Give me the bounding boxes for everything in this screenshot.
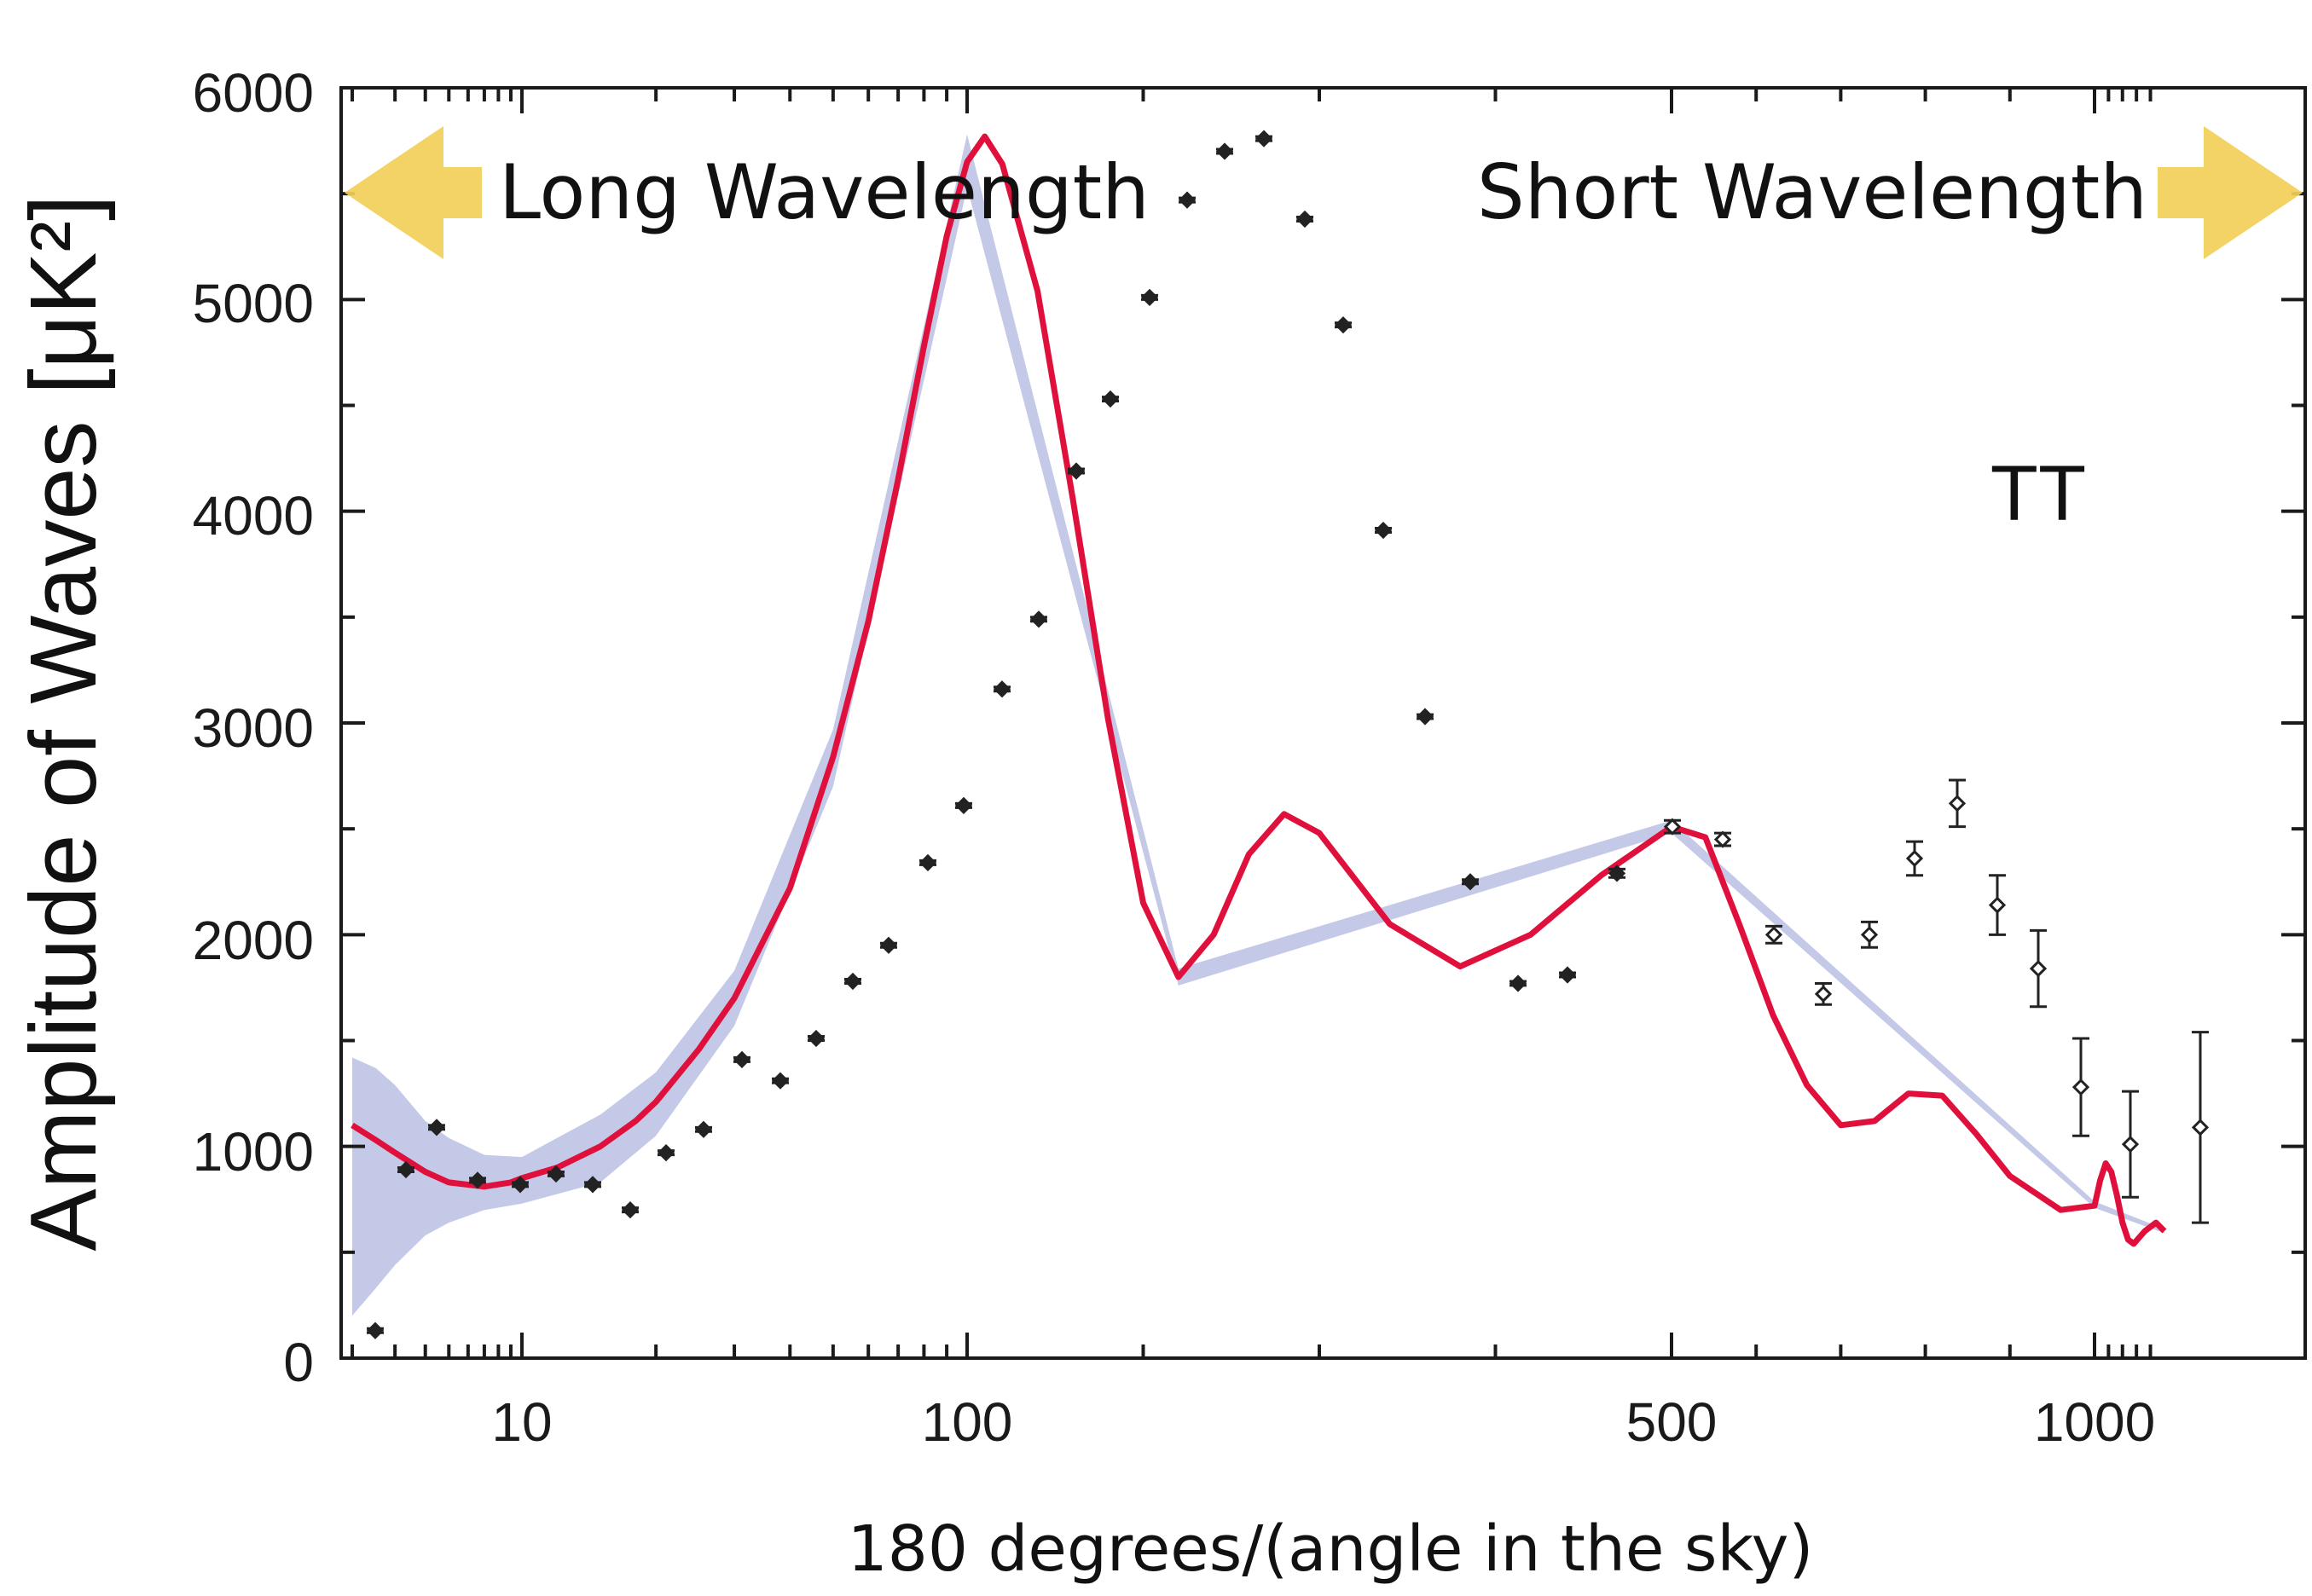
data-point [1416,708,1434,726]
y-tick-label: 6000 [193,62,314,124]
data-point [657,1143,675,1162]
y-tick-label: 4000 [193,485,314,546]
data-point [1295,210,1314,228]
data-point [694,1120,713,1138]
data-point [2121,1090,2140,1199]
data-point [1608,864,1626,882]
data-point [2191,1031,2210,1224]
data-point [954,796,973,814]
data-point [771,1072,790,1090]
data-point [1029,610,1048,628]
data-point [2029,928,2048,1009]
data-point [1860,920,1879,949]
y-tick-label: 5000 [193,273,314,334]
data-point [547,1165,565,1183]
data-point [1764,924,1783,945]
data-point [1948,778,1967,829]
y-tick-label: 2000 [193,910,314,971]
data-point [1461,873,1480,891]
long-wavelength-label: Long Wavelength [499,148,1150,236]
x-tick-labels: 10 100 500 1000 [491,1391,2155,1453]
data-point [1255,130,1273,147]
data-point [1905,840,1924,877]
x-tick-label: 500 [1626,1391,1718,1453]
data-point [1178,191,1197,209]
data-point [1509,974,1527,992]
data-point [1988,874,2007,936]
y-tick-label: 1000 [193,1121,314,1183]
axis-ticks [341,86,2305,1360]
x-tick-label: 10 [491,1391,552,1453]
data-point [511,1176,530,1194]
data-point [879,936,898,954]
data-point [621,1201,640,1219]
data-point [1663,818,1682,836]
plot-frame [339,86,2307,1360]
right-arrow-icon [2158,126,2303,259]
data-point [1814,981,1833,1006]
x-axis-label: 180 degrees/(angle in the sky) [848,1512,1814,1586]
data-point [1215,142,1234,160]
x-tick-label: 100 [922,1391,1013,1453]
data-point [1558,966,1577,984]
x-tick-label: 1000 [2034,1391,2155,1453]
y-tick-labels: 0 1000 2000 3000 4000 5000 6000 [193,62,314,1393]
data-point [427,1119,446,1136]
panel-label-tt: TT [1990,450,2086,537]
data-point [366,1321,385,1339]
data-point [1713,830,1732,848]
data-point [993,680,1011,698]
y-axis-label: Amplitude of Waves [μK²] [11,194,116,1251]
data-point [1101,390,1120,408]
data-point [468,1171,487,1189]
model-curve [351,133,2167,1247]
y-tick-label: 0 [283,1332,314,1393]
left-arrow-icon [345,126,482,259]
data-point [1334,316,1353,334]
data-point [807,1029,826,1048]
data-point [583,1176,602,1194]
data-point [397,1160,415,1179]
data-point [1140,288,1159,306]
uncertainty-band [352,134,2164,1316]
data-point [1374,521,1393,540]
data-point [843,972,862,991]
data-point [2072,1037,2090,1137]
data-point [733,1050,751,1068]
data-point [1067,462,1086,480]
y-tick-label: 3000 [193,697,314,759]
short-wavelength-label: Short Wavelength [1477,148,2147,236]
data-points [366,130,2210,1339]
data-point [918,853,937,872]
